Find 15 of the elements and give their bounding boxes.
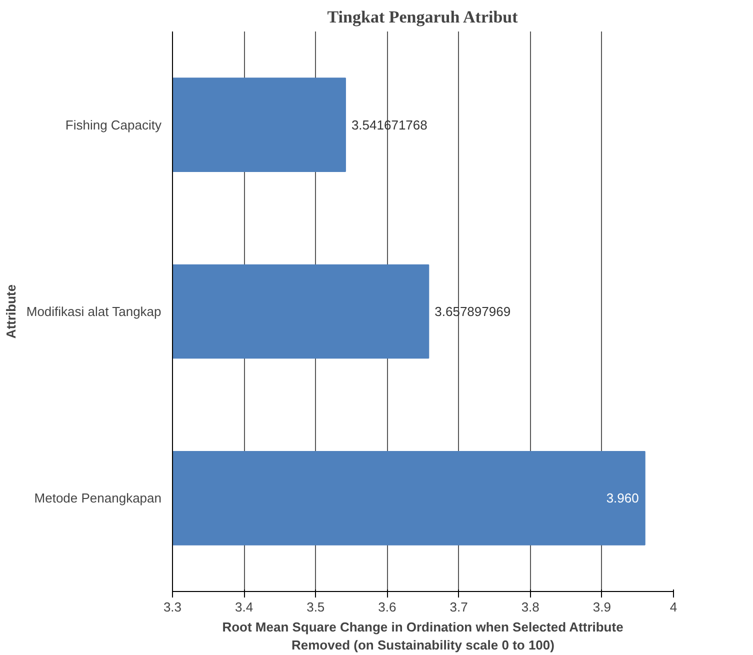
y-tick-label: Fishing Capacity <box>65 117 162 132</box>
x-tick-label: 3.9 <box>592 600 611 614</box>
data-label: 3.960 <box>606 490 639 506</box>
x-tick-label: 3.3 <box>163 600 182 614</box>
x-tick-label: 3.5 <box>306 600 325 614</box>
chart-title: Tingkat Pengaruh Atribut <box>327 8 518 26</box>
x-tick-label: 3.8 <box>521 600 540 614</box>
x-tick-label: 3.6 <box>378 600 396 614</box>
y-tick-label: Metode Penangkapan <box>34 490 162 506</box>
x-tick-label: 3.4 <box>235 600 254 614</box>
x-tick-label: 4 <box>670 600 678 614</box>
x-axis-title: Root Mean Square Change in Ordination when Selected Attribute Removed (on Sustainability scale 0 to 100) <box>222 620 624 652</box>
x-tick-label: 3.7 <box>450 600 468 614</box>
y-axis-title: Attribute <box>3 284 18 339</box>
y-tick-label: Modifikasi alat Tangkap <box>26 304 162 319</box>
